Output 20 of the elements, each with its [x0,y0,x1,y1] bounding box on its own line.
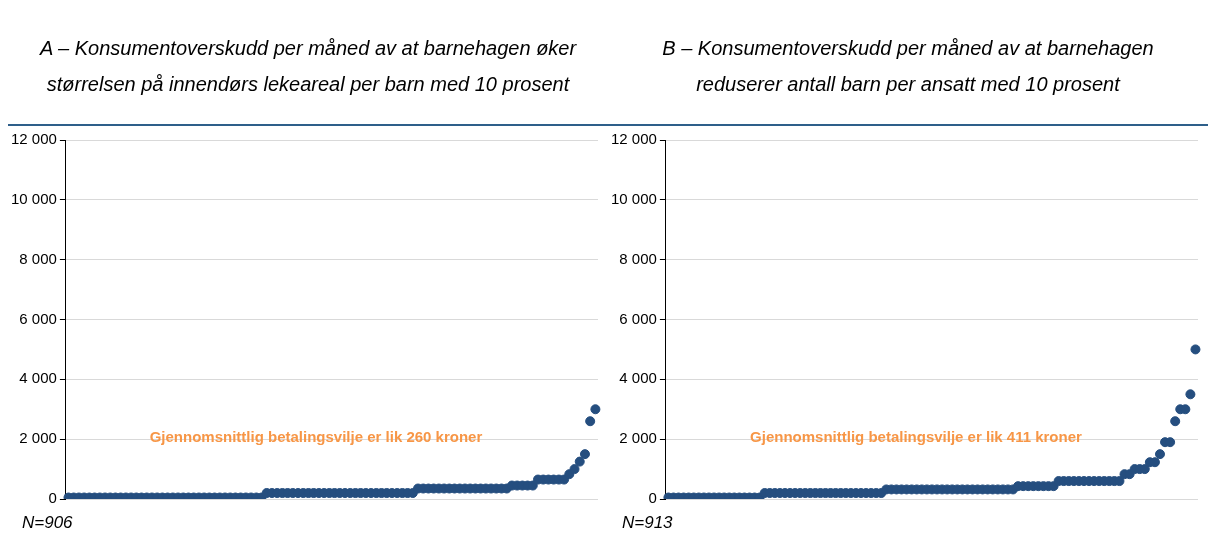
y-tick-label: 4 000 [619,369,657,387]
y-tick-label: 6 000 [619,309,657,327]
annotation: Gjennomsnittlig betalingsvilje er lik 411 kroner [750,428,1083,446]
y-tick-label: 4 000 [19,369,57,387]
y-tick-label: 12 000 [610,130,657,148]
annotation: Gjennomsnittlig betalingsvilje er lik 260 kroner [149,428,483,446]
y-tick-label: 2 000 [619,429,657,447]
chart-title: A – Konsumentoverskudd per måned av at barnehagen øker størrelsen på innendørs lekeareal per barn med 10 prosent [38,36,578,97]
y-tick-label: 10 000 [10,189,57,207]
y-tick-label: 0 [648,489,657,507]
y-tick-label: 6 000 [19,309,57,327]
chart-title: B – Konsumentoverskudd per måned av at barnehagen reduserer antall barn per ansatt med 10 prosent [661,36,1155,97]
y-tick-label: 2 000 [19,429,57,447]
y-tick-label: 10 000 [610,189,657,207]
text: N=913 [621,513,674,533]
y-tick-label: 8 000 [619,249,657,267]
text: N=906 [21,513,74,533]
y-tick-label: 0 [48,489,57,507]
y-tick-label: 8 000 [19,249,57,267]
y-tick-label: 12 000 [10,130,57,148]
